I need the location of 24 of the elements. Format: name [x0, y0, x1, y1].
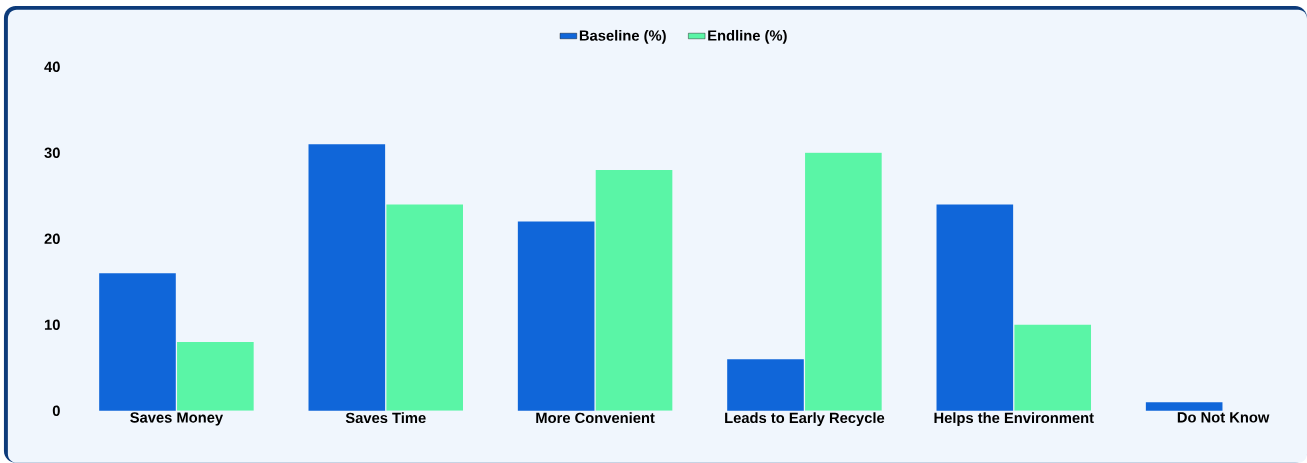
- bar: [308, 144, 386, 411]
- x-tick-label: Helps the Environment: [934, 412, 1094, 427]
- bar: [936, 204, 1014, 411]
- x-tick-label: Do Not Know: [1177, 412, 1270, 423]
- y-tick-label: 30: [44, 147, 60, 159]
- legend-label: Endline (%): [708, 29, 787, 44]
- x-tick-label: Leads to Early Recycle: [725, 412, 885, 427]
- y-tick-label: 20: [44, 233, 60, 245]
- bar: [595, 170, 673, 411]
- y-tick-label: 0: [52, 405, 60, 417]
- y-tick-label: 40: [44, 61, 60, 73]
- x-tick-label: Saves Time: [345, 412, 426, 424]
- bar: [177, 342, 254, 411]
- bar: [1145, 402, 1223, 411]
- bar: [727, 359, 804, 411]
- y-tick-label: 10: [44, 319, 60, 331]
- legend-label: Baseline (%): [579, 29, 666, 44]
- x-tick-label: Saves Money: [130, 412, 224, 426]
- bar: [517, 221, 595, 411]
- x-tick-label: More Convenient: [536, 412, 655, 424]
- bar: [805, 152, 882, 411]
- bar: [386, 204, 463, 411]
- bar: [1014, 324, 1092, 411]
- bar: [99, 273, 176, 411]
